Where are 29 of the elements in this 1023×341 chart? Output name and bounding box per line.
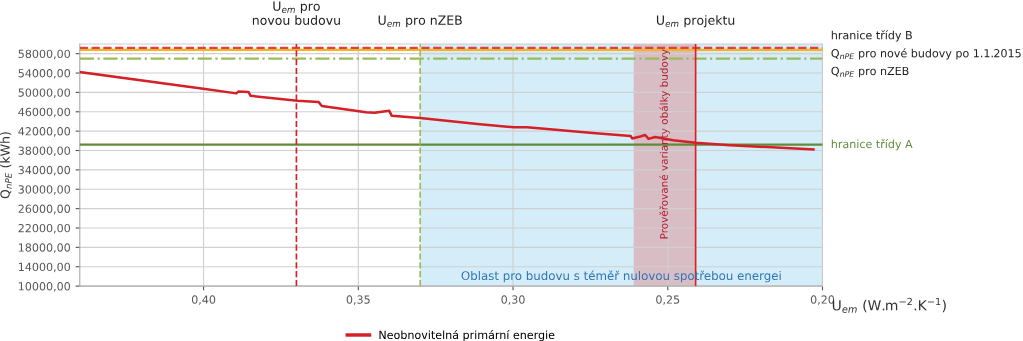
y-axis-title: Q$_{nPE}$ (kWh): [0, 132, 12, 199]
y-tick-label: 42000,00: [18, 127, 71, 137]
y-tick-label: 14000,00: [18, 262, 71, 273]
y-tick-label: 54000,00: [18, 69, 71, 79]
legend-label: Neobnovitelná primární energie: [379, 329, 555, 341]
x-axis-title: U$_{em}$ (W.m$^{−2}$.K$^{−1}$): [832, 297, 946, 313]
y-tick-label: 34000,00: [18, 165, 71, 176]
x-tick-label: 0,35: [346, 295, 370, 305]
y-tick-label: 46000,00: [18, 107, 71, 118]
ref-line-label: hranice třídy B: [831, 30, 912, 42]
ref-line-label: U$_{em}$ pro nZEB: [378, 15, 462, 28]
y-tick-label: 10000,00: [18, 282, 71, 292]
x-tick-label: 0,20: [810, 295, 835, 305]
ref-line-label: Q$_{nPE}$ pro nZEB: [831, 66, 909, 78]
y-tick-label: 26000,00: [18, 204, 71, 215]
y-tick-label: 18000,00: [18, 243, 71, 253]
y-tick-label: 38000,00: [18, 146, 71, 157]
ref-line-label: U$_{em}$ projektu: [656, 15, 735, 28]
ref-line-label: U$_{em}$ pro novou budovu: [252, 1, 340, 25]
y-tick-label: 50000,00: [18, 88, 71, 98]
ref-line-label: Q$_{nPE}$ pro nové budovy po 1.1.2015: [831, 48, 1021, 60]
band-label: Prověřované varianty obálky budovy: [659, 49, 670, 239]
ref-line-label: hranice třídy A: [831, 139, 913, 151]
x-tick-label: 0,25: [656, 295, 680, 305]
x-tick-label: 0,30: [501, 295, 525, 305]
y-tick-label: 30000,00: [18, 185, 71, 195]
y-tick-label: 22000,00: [18, 223, 71, 234]
x-tick-label: 0,40: [191, 295, 216, 305]
y-tick-label: 58000,00: [18, 49, 71, 60]
